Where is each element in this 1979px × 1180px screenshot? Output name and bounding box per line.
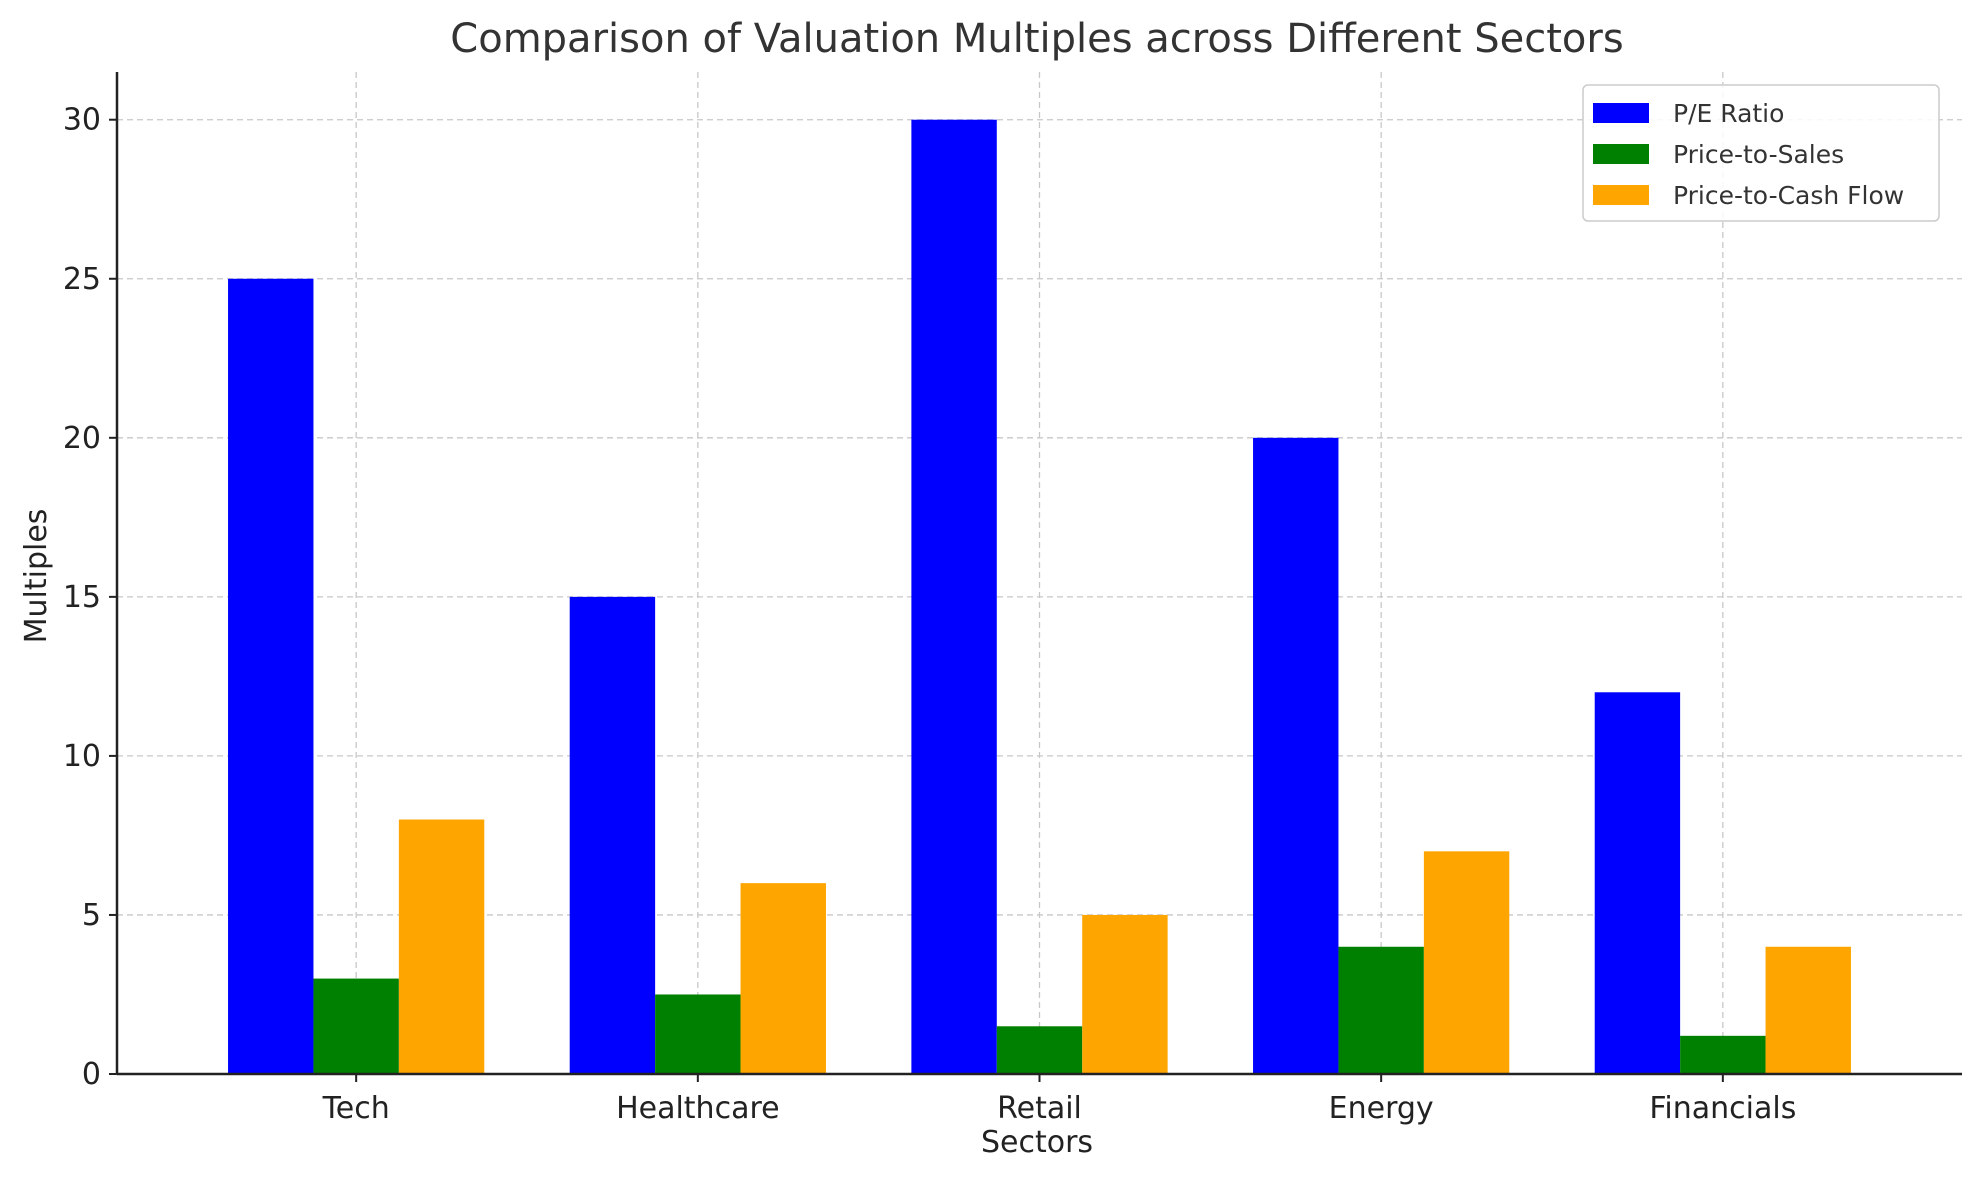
legend-label: Price-to-Sales (1673, 140, 1844, 169)
bar (1423, 851, 1510, 1074)
y-tick-label: 20 (63, 421, 101, 456)
bar (1253, 437, 1339, 1074)
legend-label: Price-to-Cash Flow (1673, 181, 1904, 210)
y-axis-label: Multiples (19, 509, 54, 644)
x-tick-label: Tech (322, 1091, 390, 1126)
grid (117, 72, 1962, 1074)
y-tick-label: 30 (63, 103, 101, 138)
bar (1594, 692, 1681, 1074)
bar (313, 978, 399, 1074)
x-tick-label: Financials (1649, 1091, 1796, 1126)
bar (911, 119, 997, 1074)
legend-swatch (1593, 144, 1649, 164)
bars (228, 119, 1851, 1074)
y-tick-label: 10 (63, 739, 101, 774)
bar (569, 596, 656, 1074)
y-tick-label: 5 (82, 898, 101, 933)
y-tick-label: 25 (63, 262, 101, 297)
bar (740, 883, 826, 1074)
legend-swatch (1593, 103, 1649, 123)
x-axis-label: Sectors (981, 1125, 1093, 1160)
legend: P/E Ratio Price-to-Sales Price-to-Cash Flo… (1582, 84, 1940, 222)
bar (1765, 946, 1851, 1074)
bar (1082, 914, 1168, 1074)
y-ticks: 0 5 10 15 20 25 30 (63, 103, 117, 1092)
legend-swatch (1593, 185, 1649, 205)
chart-title: Comparison of Valuation Multiples across… (450, 16, 1623, 62)
bar (228, 278, 314, 1074)
x-tick-label: Energy (1329, 1091, 1434, 1126)
x-tick-label: Retail (997, 1091, 1082, 1126)
bar (1338, 946, 1424, 1074)
x-tick-label: Healthcare (616, 1091, 780, 1126)
bar (1680, 1035, 1766, 1074)
legend-box (1582, 84, 1940, 222)
bar (655, 994, 741, 1074)
y-tick-label: 15 (63, 580, 101, 615)
y-tick-label: 0 (82, 1057, 101, 1092)
bar (996, 1026, 1083, 1074)
legend-label: P/E Ratio (1673, 99, 1784, 128)
bar (398, 819, 485, 1074)
x-ticks: Tech Healthcare Retail Energy Financials (322, 1074, 1796, 1126)
